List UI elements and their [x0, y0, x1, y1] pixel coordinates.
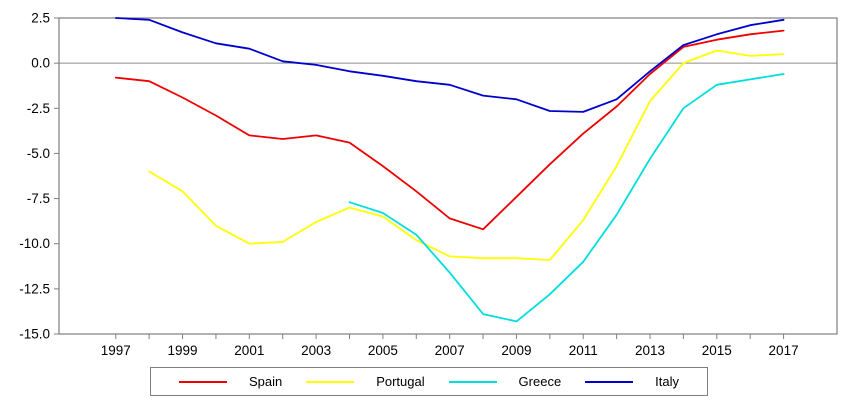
x-tick-label: 2001 — [234, 343, 264, 358]
legend-label-spain: Spain — [249, 374, 283, 389]
y-tick-label: -7.5 — [27, 191, 50, 206]
x-tick-label: 2007 — [435, 343, 465, 358]
x-tick-label: 2015 — [702, 343, 732, 358]
legend: Spain Portugal Greece Italy — [150, 367, 708, 396]
legend-item-italy: Italy — [585, 375, 679, 388]
plot-frame — [58, 17, 838, 335]
legend-swatch-portugal — [306, 380, 355, 383]
x-tick-label: 2009 — [501, 343, 531, 358]
series-line-spain — [114, 29, 785, 231]
x-tick-label: 2013 — [635, 343, 665, 358]
x-tick-label: 1999 — [168, 343, 198, 358]
x-tick-label: 2005 — [368, 343, 398, 358]
y-tick-label: 2.5 — [31, 11, 50, 26]
y-tick-label: -15.0 — [19, 327, 50, 342]
y-tick-label: -5.0 — [27, 146, 50, 161]
legend-label-italy: Italy — [655, 374, 679, 389]
legend-label-greece: Greece — [518, 374, 562, 389]
x-tick-label: 2017 — [769, 343, 799, 358]
series-line-portugal — [148, 49, 785, 261]
legend-swatch-spain — [179, 380, 227, 383]
legend-item-greece: Greece — [448, 374, 562, 389]
x-tick-label: 2011 — [569, 343, 598, 358]
legend-label-portugal: Portugal — [376, 374, 425, 389]
y-tick-label: -2.5 — [27, 101, 50, 116]
legend-swatch-greece — [448, 380, 497, 383]
y-tick-label: -12.5 — [19, 281, 50, 296]
series-line-italy — [114, 17, 785, 113]
series-line-greece — [348, 73, 785, 323]
x-tick-label: 1997 — [101, 343, 131, 358]
y-tick-label: -10.0 — [19, 236, 50, 251]
legend-swatch-italy — [585, 380, 634, 383]
legend-item-spain: Spain — [179, 375, 282, 388]
legend-item-portugal: Portugal — [306, 374, 425, 389]
x-tick-label: 2003 — [301, 343, 331, 358]
y-tick-label: 0.0 — [31, 56, 50, 71]
